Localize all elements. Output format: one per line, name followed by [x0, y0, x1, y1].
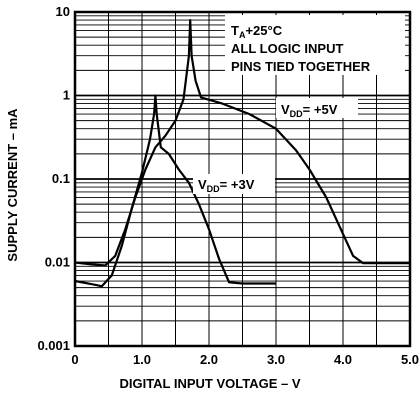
y-tick-label: 0.001	[37, 338, 70, 353]
series-line-1	[74, 94, 276, 288]
x-tick-label: 0	[71, 352, 78, 367]
x-tick-label: 4.0	[334, 352, 352, 367]
plot-frame	[73, 10, 412, 348]
logic-input-label: ALL LOGIC INPUT	[231, 41, 343, 56]
x-tick-label: 2.0	[200, 352, 218, 367]
y-tick-label: 10	[56, 4, 70, 19]
pins-tied-label: PINS TIED TOGETHER	[231, 59, 371, 74]
y-axis-label: SUPPLY CURRENT – mA	[5, 108, 20, 262]
y-tick-label: 1	[63, 88, 70, 103]
svg-text:VDD= +3V: VDD= +3V	[198, 177, 255, 194]
series-label-3v: VDD= +3V	[193, 174, 275, 194]
y-tick-label: 0.01	[45, 255, 70, 270]
series-label-5v: VDD= +5V	[276, 98, 358, 119]
x-tick-label: 1.0	[133, 352, 151, 367]
conditions-annotation: TA+25°C ALL LOGIC INPUT PINS TIED TOGETH…	[225, 15, 405, 75]
x-axis-label: DIGITAL INPUT VOLTAGE – V	[119, 376, 300, 391]
x-tick-label: 3.0	[267, 352, 285, 367]
y-tick-label: 0.1	[52, 171, 70, 186]
chart-ticks: 0 1.0 2.0 3.0 4.0 5.0 10 1 0.1 0.01 0.001	[37, 4, 419, 367]
svg-text:VDD= +5V: VDD= +5V	[281, 102, 338, 119]
x-tick-label: 5.0	[401, 352, 419, 367]
chart-series	[74, 19, 410, 288]
ta-label: TA+25°C	[231, 23, 283, 40]
